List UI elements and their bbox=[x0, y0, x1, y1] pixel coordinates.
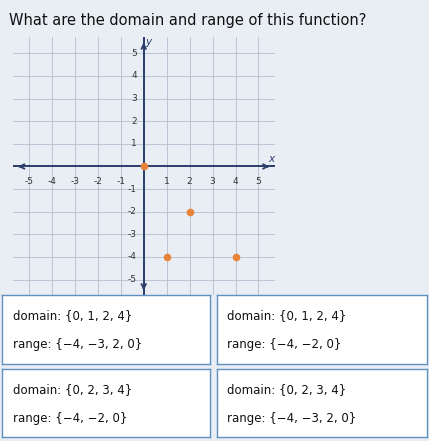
Text: -5: -5 bbox=[24, 177, 33, 186]
Text: 3: 3 bbox=[131, 94, 137, 103]
Text: What are the domain and range of this function?: What are the domain and range of this fu… bbox=[9, 13, 366, 29]
Text: domain: {0, 2, 3, 4}: domain: {0, 2, 3, 4} bbox=[12, 383, 132, 396]
Text: 1: 1 bbox=[131, 139, 137, 148]
Point bbox=[163, 254, 170, 261]
Text: range: {−4, −3, 2, 0}: range: {−4, −3, 2, 0} bbox=[227, 412, 356, 425]
Text: -2: -2 bbox=[94, 177, 102, 186]
Text: 4: 4 bbox=[233, 177, 239, 186]
Text: domain: {0, 1, 2, 4}: domain: {0, 1, 2, 4} bbox=[12, 310, 132, 322]
Text: 3: 3 bbox=[210, 177, 215, 186]
Text: range: {−4, −2, 0}: range: {−4, −2, 0} bbox=[12, 412, 127, 425]
Text: x: x bbox=[268, 154, 274, 164]
Text: domain: {0, 1, 2, 4}: domain: {0, 1, 2, 4} bbox=[227, 310, 347, 322]
Text: domain: {0, 2, 3, 4}: domain: {0, 2, 3, 4} bbox=[227, 383, 346, 396]
Text: 5: 5 bbox=[131, 49, 137, 58]
Text: -3: -3 bbox=[70, 177, 79, 186]
Text: y: y bbox=[146, 37, 152, 47]
Point bbox=[186, 208, 193, 215]
Text: -3: -3 bbox=[128, 230, 137, 239]
Text: 5: 5 bbox=[256, 177, 261, 186]
Text: -5: -5 bbox=[128, 275, 137, 284]
Text: range: {−4, −2, 0}: range: {−4, −2, 0} bbox=[227, 338, 341, 351]
Point bbox=[232, 254, 239, 261]
Text: 2: 2 bbox=[131, 117, 137, 126]
Text: -2: -2 bbox=[128, 207, 137, 216]
Text: -1: -1 bbox=[116, 177, 125, 186]
Text: -4: -4 bbox=[48, 177, 56, 186]
Text: 4: 4 bbox=[131, 71, 137, 80]
Text: range: {−4, −3, 2, 0}: range: {−4, −3, 2, 0} bbox=[12, 338, 142, 351]
Point bbox=[140, 163, 147, 170]
Text: -4: -4 bbox=[128, 253, 137, 262]
Text: 1: 1 bbox=[164, 177, 169, 186]
Text: -1: -1 bbox=[128, 185, 137, 194]
Text: 2: 2 bbox=[187, 177, 193, 186]
